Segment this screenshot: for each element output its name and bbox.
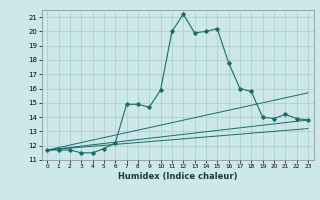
X-axis label: Humidex (Indice chaleur): Humidex (Indice chaleur)	[118, 172, 237, 181]
